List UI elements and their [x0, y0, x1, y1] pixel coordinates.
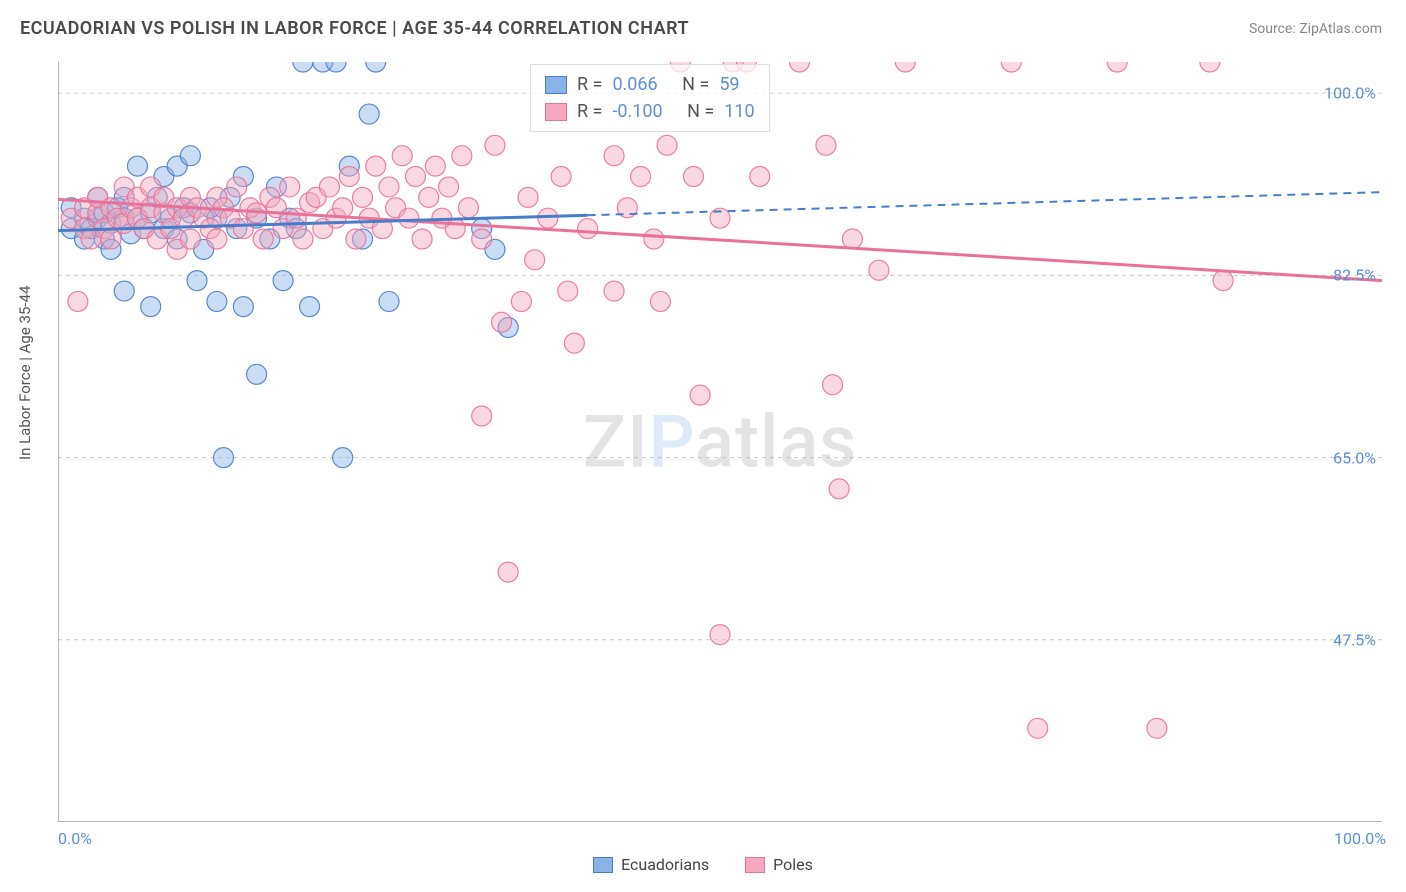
source-attribution: Source: ZipAtlas.com — [1249, 21, 1382, 37]
legend-swatch-ecuadorians — [593, 857, 613, 873]
chart-title: ECUADORIAN VS POLISH IN LABOR FORCE | AG… — [20, 18, 689, 39]
correlation-stats-box: R = 0.066 N = 59 R = -0.100 N = 110 — [530, 64, 770, 132]
legend-swatch-poles — [745, 857, 765, 873]
r-value-ecuadorians: 0.066 — [612, 71, 657, 98]
legend-item-poles: Poles — [745, 855, 813, 874]
y-tick-label: 82.5% — [1333, 266, 1376, 285]
stats-row-ecuadorians: R = 0.066 N = 59 — [545, 71, 755, 98]
legend-item-ecuadorians: Ecuadorians — [593, 855, 709, 874]
x-tick-label: 0.0% — [58, 829, 92, 848]
legend-label-poles: Poles — [773, 855, 813, 874]
swatch-ecuadorians — [545, 76, 567, 94]
y-tick-label: 47.5% — [1333, 630, 1376, 649]
x-tick-label: 100.0% — [1334, 829, 1386, 848]
y-tick-label: 65.0% — [1333, 448, 1376, 467]
legend-bottom: Ecuadorians Poles — [0, 855, 1406, 874]
chart-area: ZIPatlas 100.0%82.5%65.0%47.5%0.0%100.0% — [58, 62, 1382, 822]
scatter-plot-svg — [58, 62, 1382, 822]
swatch-poles — [545, 103, 567, 121]
stats-row-poles: R = -0.100 N = 110 — [545, 98, 755, 125]
y-axis-label: In Labor Force | Age 35-44 — [16, 286, 34, 460]
y-tick-label: 100.0% — [1324, 84, 1376, 103]
n-value-poles: 110 — [724, 98, 754, 125]
n-value-ecuadorians: 59 — [719, 71, 739, 98]
r-value-poles: -0.100 — [612, 98, 662, 125]
legend-label-ecuadorians: Ecuadorians — [621, 855, 709, 874]
